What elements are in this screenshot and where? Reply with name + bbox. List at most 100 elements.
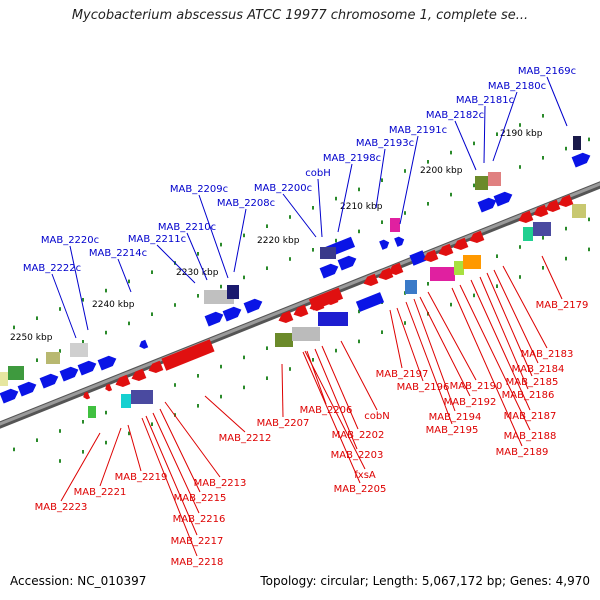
leader-line	[502, 265, 548, 349]
gene-label-mab-2216[interactable]: MAB_2216	[173, 514, 226, 525]
gene-arrow	[469, 230, 485, 244]
gene-box-blue	[405, 280, 417, 294]
leader-line-layer	[51, 76, 568, 557]
gene-arrow	[571, 152, 591, 168]
gene-label-mab-2186[interactable]: MAB_2186	[502, 390, 555, 401]
kbp-label: 2220 kbp	[257, 236, 300, 246]
gene-box-orange	[463, 255, 481, 269]
gene-arrow	[545, 199, 561, 213]
gene-label-mab-2195[interactable]: MAB_2195	[426, 425, 479, 436]
gene-label-mab-2169c[interactable]: MAB_2169c	[518, 66, 576, 77]
leader-line	[164, 401, 221, 478]
gene-box-olive	[572, 204, 586, 218]
gene-arrow	[423, 249, 439, 263]
gene-label-mab-2179[interactable]: MAB_2179	[536, 300, 589, 311]
gene-arrow	[438, 243, 454, 257]
gene-label-mab-2202[interactable]: MAB_2202	[332, 430, 385, 441]
gene-label-mab-2181c[interactable]: MAB_2181c	[456, 95, 514, 106]
gene-box	[409, 250, 427, 266]
gene-label-mab-2215[interactable]: MAB_2215	[174, 493, 227, 504]
leader-line	[419, 296, 471, 397]
gene-box-olive	[46, 352, 60, 364]
gene-box-magenta	[430, 267, 455, 281]
leader-line	[141, 417, 198, 557]
gene-label-mab-2221[interactable]: MAB_2221	[74, 487, 127, 498]
gene-label-mab-2217[interactable]: MAB_2217	[171, 536, 224, 547]
leader-line	[304, 350, 366, 470]
gene-box-olive	[275, 333, 293, 347]
gene-box-red	[161, 339, 215, 371]
gene-arrow	[394, 236, 405, 247]
gene-arrow	[83, 391, 91, 400]
gene-label-mab-2219[interactable]: MAB_2219	[115, 472, 168, 483]
gene-label-mab-2212[interactable]: MAB_2212	[219, 433, 272, 444]
accession-text: Accession: NC_010397	[10, 574, 147, 588]
gene-label-mab-2223[interactable]: MAB_2223	[35, 502, 88, 513]
gene-label-mab-2218[interactable]: MAB_2218	[171, 557, 224, 568]
gene-label-mab-2198c[interactable]: MAB_2198c	[323, 153, 381, 164]
leader-line	[99, 427, 122, 487]
gene-label-mab-2187[interactable]: MAB_2187	[504, 411, 557, 422]
gene-label-mab-2208c[interactable]: MAB_2208c	[217, 198, 275, 209]
gene-label-mab-2188[interactable]: MAB_2188	[504, 431, 557, 442]
gene-arrow	[39, 373, 59, 389]
gene-label-mab-2184[interactable]: MAB_2184	[512, 364, 565, 375]
gene-arrow	[533, 204, 549, 218]
gene-box-magenta	[390, 218, 400, 232]
leader-line	[399, 135, 419, 225]
kbp-scale-layer: 2190 kbp 2200 kbp 2210 kbp 2220 kbp 2230 kbp…	[10, 129, 543, 343]
gene-label-mab-2203[interactable]: MAB_2203	[331, 450, 384, 461]
gene-label-cobh[interactable]: cobH	[305, 168, 330, 179]
gene-label-mab-2200c[interactable]: MAB_2200c	[254, 183, 312, 194]
gene-box-grey	[70, 343, 88, 357]
gene-label-mab-2220c[interactable]: MAB_2220c	[41, 235, 99, 246]
gene-label-mab-2213[interactable]: MAB_2213	[194, 478, 247, 489]
leader-line	[302, 351, 361, 484]
leader-line	[483, 105, 486, 164]
gene-label-mab-2222c[interactable]: MAB_2222c	[23, 263, 81, 274]
gene-label-cobn[interactable]: cobN	[364, 411, 389, 422]
gene-label-fxsa[interactable]: fxsA	[354, 470, 376, 481]
gene-arrow	[105, 383, 113, 392]
gene-label-mab-2196[interactable]: MAB_2196	[397, 382, 450, 393]
gene-box-lime	[454, 261, 464, 275]
gene-label-mab-2189[interactable]: MAB_2189	[496, 447, 549, 458]
gene-box-navy	[320, 247, 336, 259]
gene-label-mab-2207[interactable]: MAB_2207	[257, 418, 310, 429]
gene-label-mab-2206[interactable]: MAB_2206	[300, 405, 353, 416]
feature-layer	[0, 136, 591, 418]
gene-label-mab-2192[interactable]: MAB_2192	[444, 397, 497, 408]
gene-box-green	[88, 406, 96, 418]
gene-label-mab-2209c[interactable]: MAB_2209c	[170, 184, 228, 195]
gene-label-mab-2191c[interactable]: MAB_2191c	[389, 125, 447, 136]
gene-label-mab-2180c[interactable]: MAB_2180c	[488, 81, 546, 92]
gene-label-mab-2190[interactable]: MAB_2190	[450, 381, 503, 392]
gene-label-mab-2193c[interactable]: MAB_2193c	[356, 138, 414, 149]
backbone	[0, 182, 600, 426]
gene-label-mab-2194[interactable]: MAB_2194	[429, 412, 482, 423]
leader-line	[405, 301, 453, 425]
gene-label-mab-2205[interactable]: MAB_2205	[334, 484, 387, 495]
gene-label-mab-2214c[interactable]: MAB_2214c	[89, 248, 147, 259]
leader-line	[282, 193, 317, 238]
gene-label-mab-2185[interactable]: MAB_2185	[506, 377, 559, 388]
gene-label-mab-2182c[interactable]: MAB_2182c	[426, 110, 484, 121]
kbp-label: 2250 kbp	[10, 333, 53, 343]
map-title: Mycobacterium abscessus ATCC 19977 chrom…	[71, 8, 529, 23]
summary-text: Topology: circular; Length: 5,067,172 bp…	[260, 574, 590, 588]
gene-label-mab-2211c[interactable]: MAB_2211c	[128, 234, 186, 245]
gene-box-teal	[523, 227, 533, 241]
gene-box-green	[8, 366, 24, 380]
gene-arrow	[59, 366, 79, 382]
leader-line	[375, 148, 386, 209]
gene-arrow	[453, 237, 469, 251]
gene-label-mab-2210c[interactable]: MAB_2210c	[158, 222, 216, 233]
gene-arrow	[0, 388, 19, 404]
gene-arrow	[115, 374, 131, 388]
gene-box-grey	[292, 327, 320, 341]
leader-line	[204, 395, 246, 433]
gene-label-mab-2197[interactable]: MAB_2197	[376, 369, 429, 380]
leader-line	[486, 272, 533, 377]
gene-label-mab-2183[interactable]: MAB_2183	[521, 349, 574, 360]
